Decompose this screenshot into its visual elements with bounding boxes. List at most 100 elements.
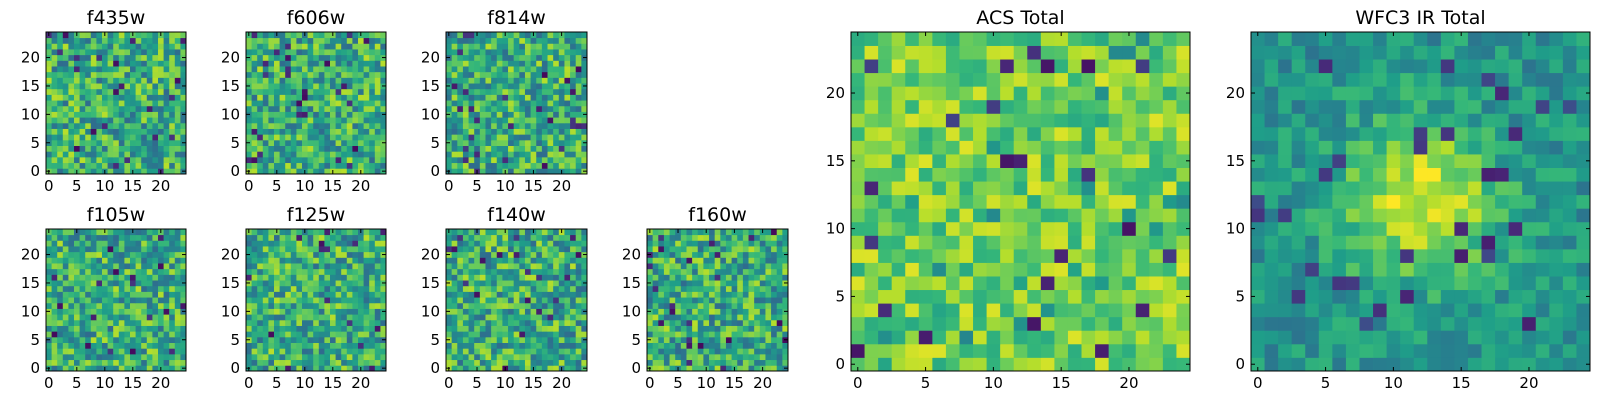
heatmap-cell bbox=[96, 66, 103, 73]
heatmap-cell bbox=[290, 37, 297, 44]
heatmap-cell bbox=[285, 117, 292, 124]
heatmap-cell bbox=[124, 60, 131, 67]
heatmap-cell bbox=[485, 156, 492, 164]
heatmap-cell bbox=[553, 342, 560, 349]
heatmap-cell bbox=[107, 285, 114, 292]
heatmap-cell bbox=[102, 359, 108, 366]
heatmap-cell bbox=[918, 316, 933, 331]
heatmap-cell bbox=[46, 151, 52, 158]
heatmap-cell bbox=[468, 268, 475, 275]
heatmap-cell bbox=[68, 151, 75, 158]
heatmap-cell bbox=[513, 308, 520, 315]
heatmap-cell bbox=[581, 122, 588, 129]
heatmap-cell bbox=[352, 331, 359, 338]
heatmap-cell bbox=[257, 342, 264, 349]
heatmap-cell bbox=[474, 234, 481, 241]
heatmap-cell bbox=[313, 263, 320, 270]
heatmap-cell bbox=[541, 291, 548, 298]
heatmap-cell bbox=[302, 139, 308, 146]
heatmap-cell bbox=[541, 229, 548, 236]
heatmap-cell bbox=[369, 134, 376, 141]
heatmap-cell bbox=[262, 302, 269, 309]
heatmap-cell bbox=[290, 77, 297, 84]
heatmap-cell bbox=[457, 331, 464, 338]
heatmap-cell bbox=[564, 60, 571, 67]
heatmap-cell bbox=[318, 229, 325, 236]
heatmap-cell bbox=[285, 274, 292, 281]
heatmap-cell bbox=[513, 302, 520, 309]
heatmap-cell bbox=[918, 357, 933, 372]
heatmap-cell bbox=[1000, 167, 1015, 182]
heatmap-cell bbox=[335, 302, 342, 309]
heatmap-cell bbox=[90, 134, 97, 141]
heatmap-cell bbox=[102, 151, 108, 158]
heatmap-cell bbox=[380, 43, 387, 50]
heatmap-cell bbox=[262, 60, 269, 67]
heatmap-cell bbox=[363, 336, 370, 343]
heatmap-cell bbox=[296, 66, 303, 73]
heatmap-cell bbox=[491, 94, 498, 101]
heatmap-cell bbox=[547, 257, 554, 264]
heatmap-cell bbox=[74, 246, 80, 253]
heatmap-cell bbox=[553, 297, 560, 304]
heatmap-cell bbox=[669, 342, 676, 349]
heatmap-cell bbox=[541, 156, 548, 164]
heatmap-cell bbox=[553, 302, 560, 309]
heatmap-cell bbox=[279, 314, 286, 321]
heatmap-cell bbox=[51, 100, 58, 107]
heatmap-cell bbox=[141, 156, 148, 164]
heatmap-cell bbox=[152, 229, 159, 236]
heatmap-cell bbox=[90, 229, 97, 236]
heatmap-cell bbox=[130, 162, 136, 169]
heatmap-cell bbox=[564, 151, 571, 158]
heatmap-cell bbox=[374, 359, 381, 366]
heatmap-cell bbox=[79, 100, 86, 107]
heatmap-cell bbox=[374, 240, 381, 247]
heatmap-cell bbox=[279, 77, 286, 84]
heatmap-cell bbox=[536, 263, 543, 270]
heatmap-cell bbox=[658, 353, 665, 361]
heatmap-cell bbox=[1149, 208, 1164, 223]
heatmap-cell bbox=[302, 94, 308, 101]
heatmap-cell bbox=[285, 314, 292, 321]
heatmap-cell bbox=[675, 240, 682, 247]
heatmap-cell bbox=[558, 43, 565, 50]
heatmap-cell bbox=[530, 83, 537, 90]
heatmap-cell bbox=[124, 94, 131, 101]
heatmap-cell bbox=[697, 342, 704, 349]
heatmap-cell bbox=[675, 274, 682, 281]
heatmap-cell bbox=[680, 297, 687, 304]
heatmap-cell bbox=[68, 60, 75, 67]
heatmap-cell bbox=[262, 100, 269, 107]
heatmap-cell bbox=[352, 246, 359, 253]
heatmap-cell bbox=[374, 365, 381, 372]
heatmap-cell bbox=[725, 229, 732, 236]
heatmap-cell bbox=[358, 234, 364, 241]
heatmap-cell bbox=[118, 234, 125, 241]
heatmap-cell bbox=[352, 168, 359, 175]
heatmap-cell bbox=[130, 251, 136, 258]
heatmap-cell bbox=[513, 325, 520, 332]
heatmap-cell bbox=[536, 83, 543, 90]
heatmap-cell bbox=[46, 94, 52, 101]
heatmap-cell bbox=[502, 122, 509, 129]
heatmap-cell bbox=[290, 117, 297, 124]
heatmap-cell bbox=[558, 285, 565, 292]
heatmap-cell bbox=[163, 139, 170, 146]
heatmap-cell bbox=[296, 325, 303, 332]
heatmap-cell bbox=[513, 122, 520, 129]
heatmap-cell bbox=[62, 32, 69, 39]
heatmap-cell bbox=[102, 37, 108, 44]
heatmap-cell bbox=[558, 139, 565, 146]
heatmap-cell bbox=[508, 348, 515, 355]
heatmap-cell bbox=[1122, 248, 1137, 263]
heatmap-cell bbox=[1122, 316, 1137, 331]
heatmap-cell bbox=[124, 134, 131, 141]
heatmap-cell bbox=[1054, 303, 1069, 318]
heatmap-cell bbox=[324, 168, 331, 175]
heatmap-cell bbox=[524, 117, 531, 124]
heatmap-cell bbox=[479, 94, 486, 101]
heatmap-cell bbox=[541, 274, 548, 281]
heatmap-cell bbox=[279, 156, 286, 164]
heatmap-cell bbox=[335, 291, 342, 298]
